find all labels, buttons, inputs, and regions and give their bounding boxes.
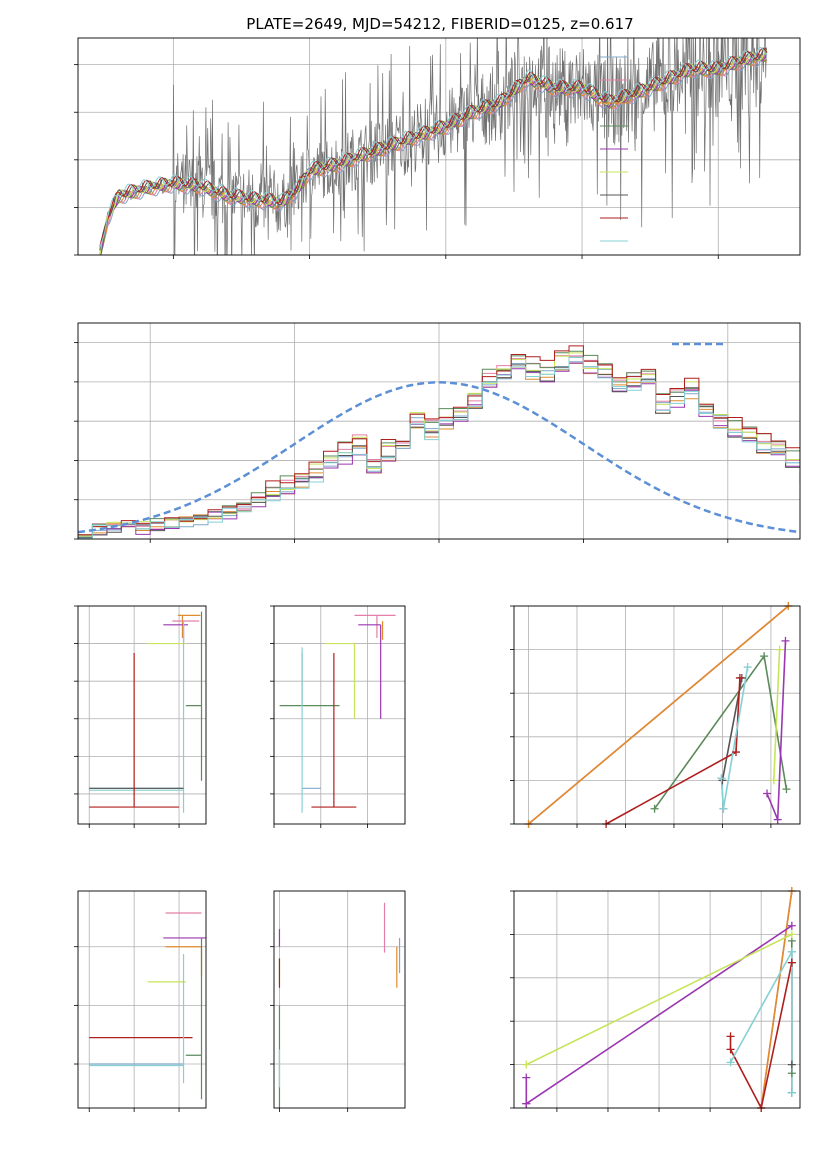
histogram-5 [78, 352, 800, 537]
weight-marker [522, 1073, 531, 1082]
axes-frame [77, 605, 207, 825]
chart-spectrum [74, 37, 801, 259]
chart-z-age [74, 605, 207, 828]
plot-area [279, 614, 396, 813]
weight-line-2 [527, 606, 789, 824]
plot-area [89, 912, 206, 1100]
weight-marker [773, 815, 782, 824]
axes-frame [273, 605, 406, 825]
weight-marker [650, 804, 659, 813]
weight-marker [522, 1099, 531, 1108]
weight-line-5 [773, 649, 781, 781]
chart-residuals [74, 322, 801, 543]
axes-frame [77, 322, 801, 540]
axes-frame [77, 37, 801, 256]
weight-marker [717, 774, 726, 783]
chart-z-weight [510, 887, 801, 1112]
weight-marker [735, 673, 744, 682]
weight-marker [522, 1060, 531, 1069]
plot-area [527, 606, 789, 824]
weight-marker [719, 804, 728, 813]
model-line-8 [99, 46, 768, 248]
gaussian-curve [78, 381, 800, 534]
axes-frame [273, 890, 406, 1109]
plot-area [99, 38, 768, 255]
histogram-7 [78, 345, 800, 536]
weight-marker [760, 652, 769, 661]
weight-marker [787, 947, 796, 956]
figure-title: PLATE=2649, MJD=54212, FIBERID=0125, z=0… [246, 15, 633, 33]
weight-marker [787, 1069, 796, 1078]
histogram-8 [78, 356, 800, 539]
axes-frame [77, 890, 207, 1109]
weight-marker [769, 776, 778, 785]
legend [600, 56, 628, 242]
weight-line-5 [525, 933, 793, 1066]
weight-marker [743, 663, 752, 672]
weight-marker [787, 1060, 796, 1069]
plot-area [278, 902, 401, 1108]
model-line-2 [99, 53, 768, 255]
weight-line-8 [720, 666, 749, 809]
weight-marker [726, 1045, 735, 1054]
histogram-3 [78, 350, 800, 536]
model-line-7 [99, 47, 768, 247]
weight-marker [787, 958, 796, 967]
data-spectrum-line [99, 38, 768, 255]
weight-marker [787, 1088, 796, 1097]
model-line-0 [99, 55, 768, 255]
model-line-4 [100, 52, 768, 255]
chart-ebv-mass [270, 890, 406, 1112]
plot-area [78, 345, 800, 539]
weight-marker [787, 930, 796, 939]
histogram-1 [78, 355, 800, 537]
weight-line-7 [729, 962, 793, 1108]
weight-marker [732, 748, 741, 757]
chart-age-weight [510, 602, 801, 828]
axes-frame [513, 605, 801, 825]
chart-mass-age [270, 605, 406, 828]
weight-line-2 [760, 891, 793, 1108]
model-line-3 [100, 53, 768, 255]
weight-marker [781, 636, 790, 645]
weight-marker [763, 789, 772, 798]
chart-z-mass [74, 890, 207, 1112]
axes-frame [513, 890, 801, 1109]
weight-marker [787, 921, 796, 930]
model-line-1 [99, 54, 768, 254]
weight-line-7 [605, 677, 741, 824]
weight-marker [775, 645, 784, 654]
weight-marker [726, 1032, 735, 1041]
weight-marker [782, 785, 791, 794]
plot-area [89, 611, 203, 813]
weight-marker [726, 1058, 735, 1067]
